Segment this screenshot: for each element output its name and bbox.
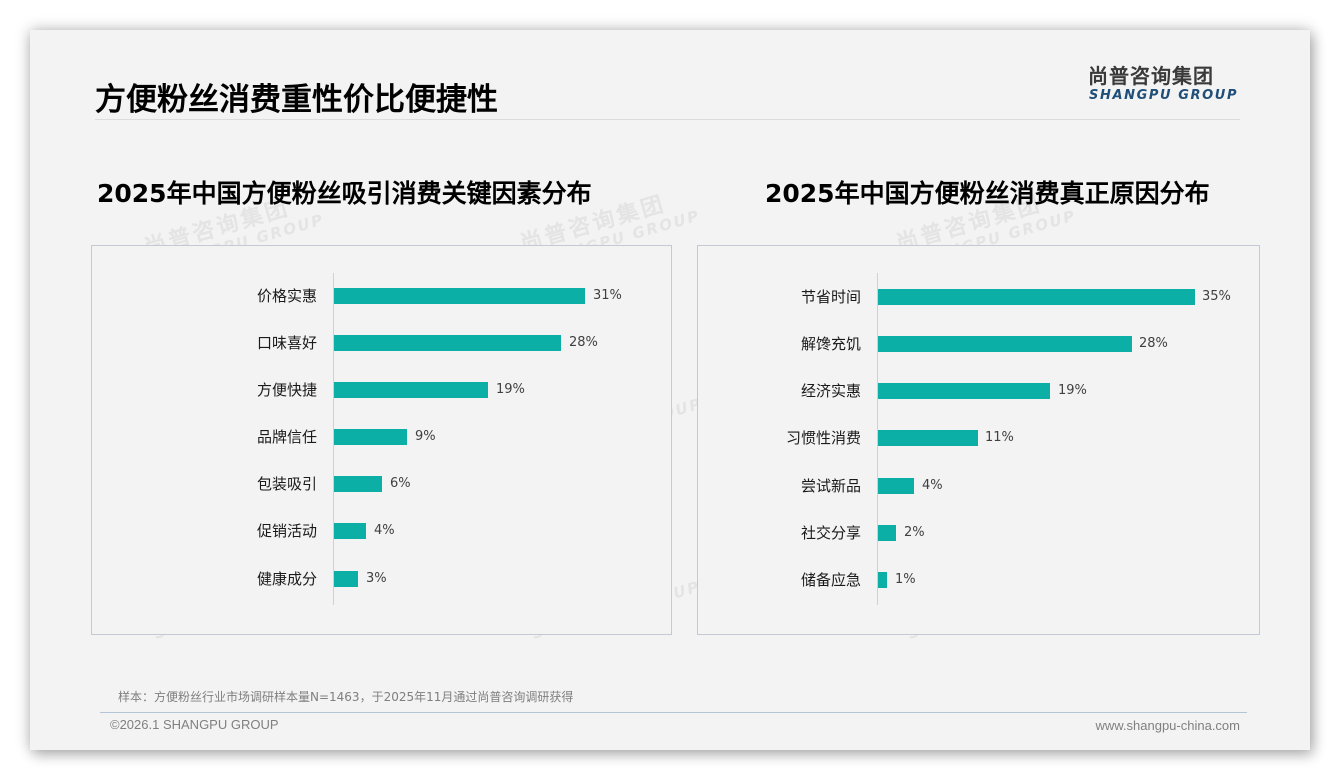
bar (334, 382, 488, 398)
left-chart-panel: 价格实惠 31% 口味喜好 28% 方便快捷 19% 品牌信任 9% 包装吸引 … (91, 245, 672, 635)
bar (334, 571, 358, 587)
bar (878, 336, 1132, 352)
bar-label: 包装吸引 (256, 475, 317, 493)
bar (878, 383, 1050, 399)
bar (878, 289, 1195, 305)
bar-row: 口味喜好 28% (92, 333, 671, 353)
bar-label: 节省时间 (800, 288, 861, 306)
bar-label: 储备应急 (800, 571, 861, 589)
bar-value: 28% (569, 335, 598, 350)
bar-label: 方便快捷 (256, 381, 317, 399)
bar-row: 促销活动 4% (92, 521, 671, 541)
bar-value: 4% (374, 523, 395, 538)
bar (878, 430, 978, 446)
bar-value: 4% (922, 478, 943, 493)
bar-value: 9% (415, 429, 436, 444)
bar-row: 储备应急 1% (698, 570, 1259, 590)
bar-label: 社交分享 (800, 524, 861, 542)
bar (334, 335, 561, 351)
bar-value: 1% (895, 572, 916, 587)
website-link[interactable]: www.shangpu-china.com (1095, 718, 1240, 733)
right-chart-panel: 节省时间 35% 解馋充饥 28% 经济实惠 19% 习惯性消费 11% 尝试新… (697, 245, 1260, 635)
bar-value: 19% (1058, 383, 1087, 398)
bar-value: 28% (1139, 336, 1168, 351)
bar-row: 习惯性消费 11% (698, 428, 1259, 448)
bar-row: 社交分享 2% (698, 523, 1259, 543)
sample-footnote: 样本：方便粉丝行业市场调研样本量N=1463，于2025年11月通过尚普咨询调研… (118, 690, 574, 704)
bar (334, 429, 407, 445)
bar (878, 525, 896, 541)
bar-label: 口味喜好 (256, 334, 317, 352)
bar-label: 习惯性消费 (785, 429, 861, 447)
bar-label: 尝试新品 (800, 477, 861, 495)
bar-row: 价格实惠 31% (92, 286, 671, 306)
bar-value: 3% (366, 571, 387, 586)
bar-value: 35% (1202, 289, 1231, 304)
category-axis (333, 273, 334, 605)
bar (334, 288, 585, 304)
page-title: 方便粉丝消费重性价比便捷性 (95, 82, 498, 118)
bar-value: 11% (985, 430, 1014, 445)
company-logo: 尚普咨询集团 SHANGPU GROUP (1088, 64, 1248, 104)
bar (878, 572, 887, 588)
right-chart-title: 2025年中国方便粉丝消费真正原因分布 (765, 179, 1210, 208)
bar-row: 品牌信任 9% (92, 427, 671, 447)
bar-row: 方便快捷 19% (92, 380, 671, 400)
header-divider (95, 119, 1240, 120)
bar-row: 解馋充饥 28% (698, 334, 1259, 354)
bar-value: 31% (593, 288, 622, 303)
slide: 尚普咨询集团 SHANGPU GROUP 尚普咨询集团 SHANGPU GROU… (30, 30, 1310, 750)
bar-row: 节省时间 35% (698, 287, 1259, 307)
category-axis (877, 273, 878, 605)
bar-label: 解馋充饥 (800, 335, 861, 353)
bar-label: 品牌信任 (256, 428, 317, 446)
bar-label: 健康成分 (256, 570, 317, 588)
bar-label: 经济实惠 (800, 382, 861, 400)
bar (334, 523, 366, 539)
bar (334, 476, 382, 492)
footer-divider (100, 712, 1247, 713)
bar-row: 经济实惠 19% (698, 381, 1259, 401)
bar-row: 包装吸引 6% (92, 474, 671, 494)
bar-row: 尝试新品 4% (698, 476, 1259, 496)
bar-row: 健康成分 3% (92, 569, 671, 589)
bar-value: 19% (496, 382, 525, 397)
logo-en-text: SHANGPU GROUP (1089, 88, 1239, 103)
bar-label: 促销活动 (256, 522, 317, 540)
logo-cn-text: 尚普咨询集团 (1088, 64, 1214, 88)
bar-label: 价格实惠 (256, 287, 317, 305)
left-chart-title: 2025年中国方便粉丝吸引消费关键因素分布 (97, 179, 592, 208)
bar-value: 6% (390, 476, 411, 491)
copyright-text: ©2026.1 SHANGPU GROUP (110, 717, 279, 732)
bar-value: 2% (904, 525, 925, 540)
bar (878, 478, 914, 494)
